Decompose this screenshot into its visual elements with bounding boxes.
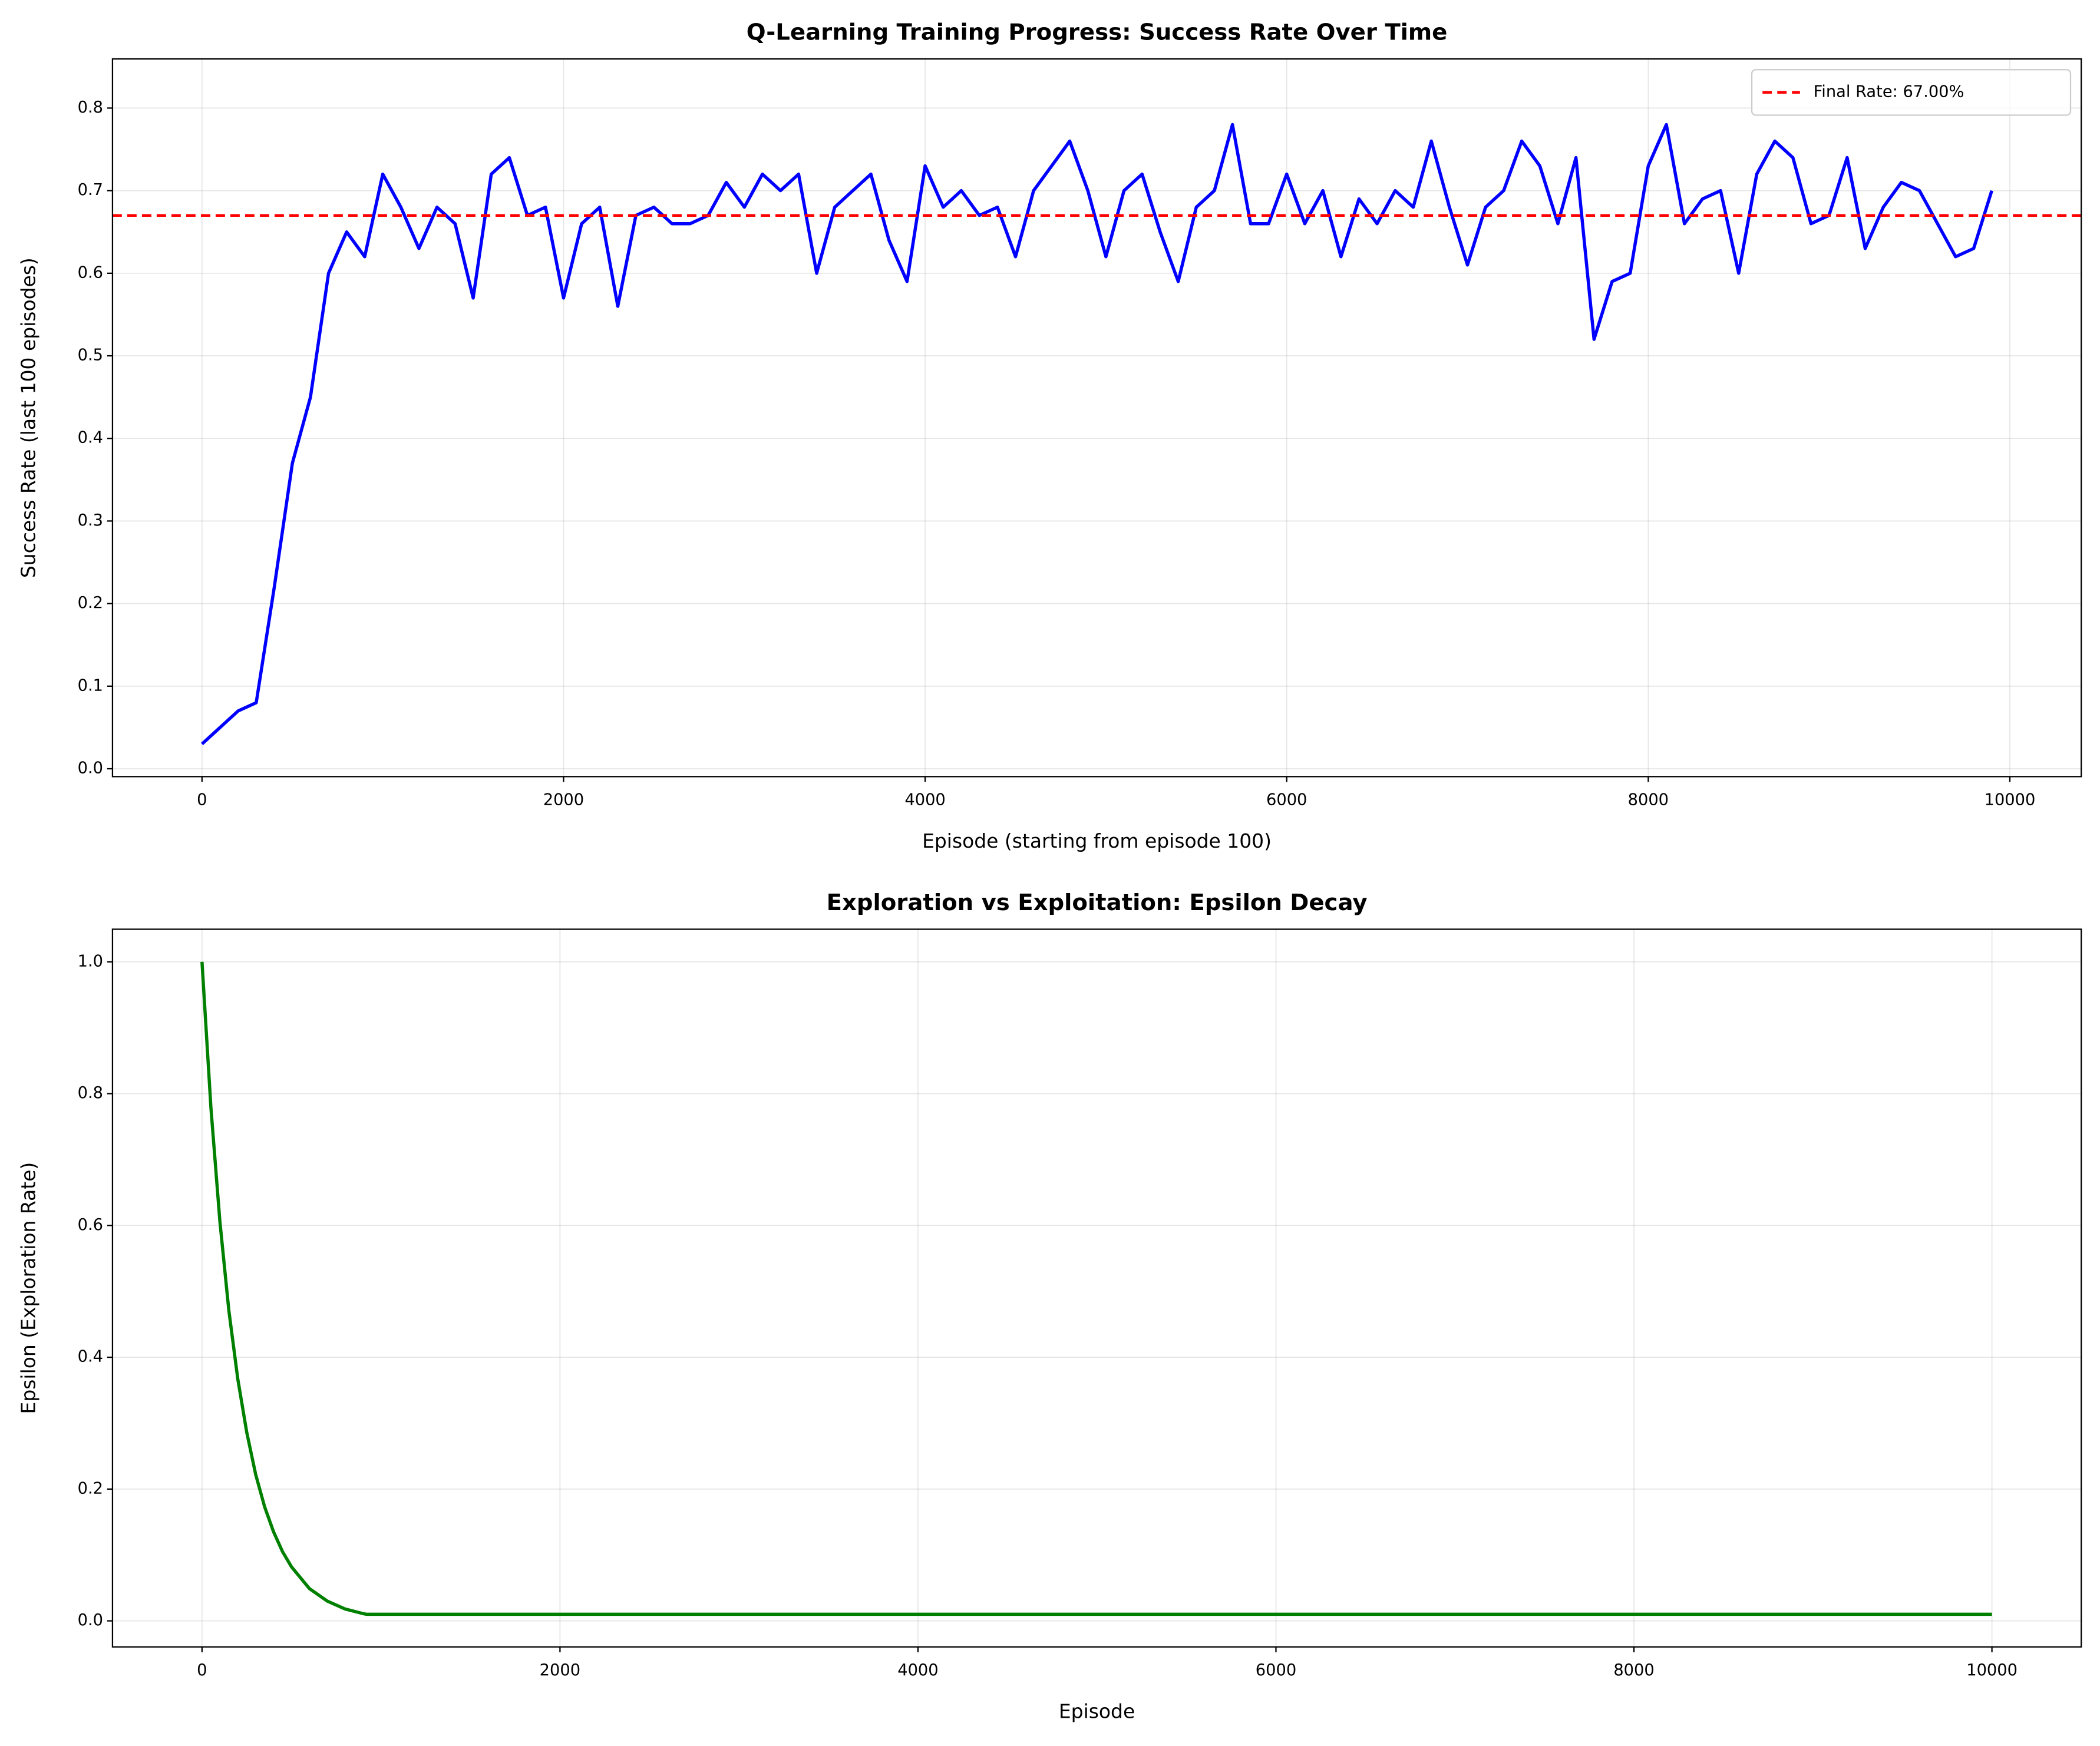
y-tick-label: 0.6 [78,1216,103,1234]
y-tick-label: 0.5 [78,346,103,365]
x-tick-label: 4000 [897,1661,938,1679]
y-tick-label: 0.4 [78,429,103,447]
x-tick-label: 10000 [1985,791,2036,809]
x-tick-label: 10000 [1966,1661,2018,1679]
y-tick-label: 0.7 [78,181,103,199]
y-tick-label: 0.4 [78,1348,103,1366]
x-tick-label: 0 [197,791,207,809]
y-axis-label: Success Rate (last 100 episodes) [17,257,40,578]
x-tick-label: 6000 [1256,1661,1296,1679]
data-line [200,123,1993,745]
y-tick-label: 0.0 [78,1611,103,1629]
x-tick-label: 4000 [904,791,945,809]
x-tick-label: 2000 [543,791,584,809]
x-tick-label: 8000 [1613,1661,1654,1679]
data-line [200,961,1992,1616]
plot-frame [111,58,2082,778]
plot-frame [111,928,2082,1648]
y-tick-label: 1.0 [78,952,103,970]
x-tick-label: 0 [197,1661,207,1679]
y-tick-label: 0.8 [78,98,103,117]
chart-title: Exploration vs Exploitation: Epsilon Dec… [827,889,1368,916]
y-axis-label: Epsilon (Exploration Rate) [17,1162,40,1414]
x-axis-label: Episode (starting from episode 100) [922,829,1272,852]
y-tick-label: 0.6 [78,263,103,282]
legend-box [1751,69,2072,116]
y-tick-label: 0.0 [78,759,103,778]
x-axis-label: Episode [1059,1700,1135,1723]
x-tick-label: 8000 [1628,791,1669,809]
y-tick-label: 0.1 [78,676,103,695]
y-tick-label: 0.3 [78,511,103,530]
x-tick-label: 6000 [1266,791,1307,809]
y-tick-label: 0.2 [78,594,103,612]
y-tick-label: 0.2 [78,1479,103,1497]
y-tick-label: 0.8 [78,1084,103,1102]
x-tick-label: 2000 [540,1661,580,1679]
chart-title: Q-Learning Training Progress: Success Ra… [747,19,1448,45]
legend-label: Final Rate: 67.00% [1814,82,1964,101]
